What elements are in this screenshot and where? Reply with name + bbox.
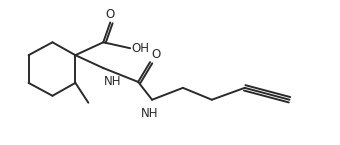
Text: NH: NH bbox=[141, 107, 159, 120]
Text: O: O bbox=[151, 48, 160, 61]
Text: OH: OH bbox=[131, 42, 149, 55]
Text: NH: NH bbox=[104, 75, 122, 88]
Text: O: O bbox=[106, 9, 115, 21]
